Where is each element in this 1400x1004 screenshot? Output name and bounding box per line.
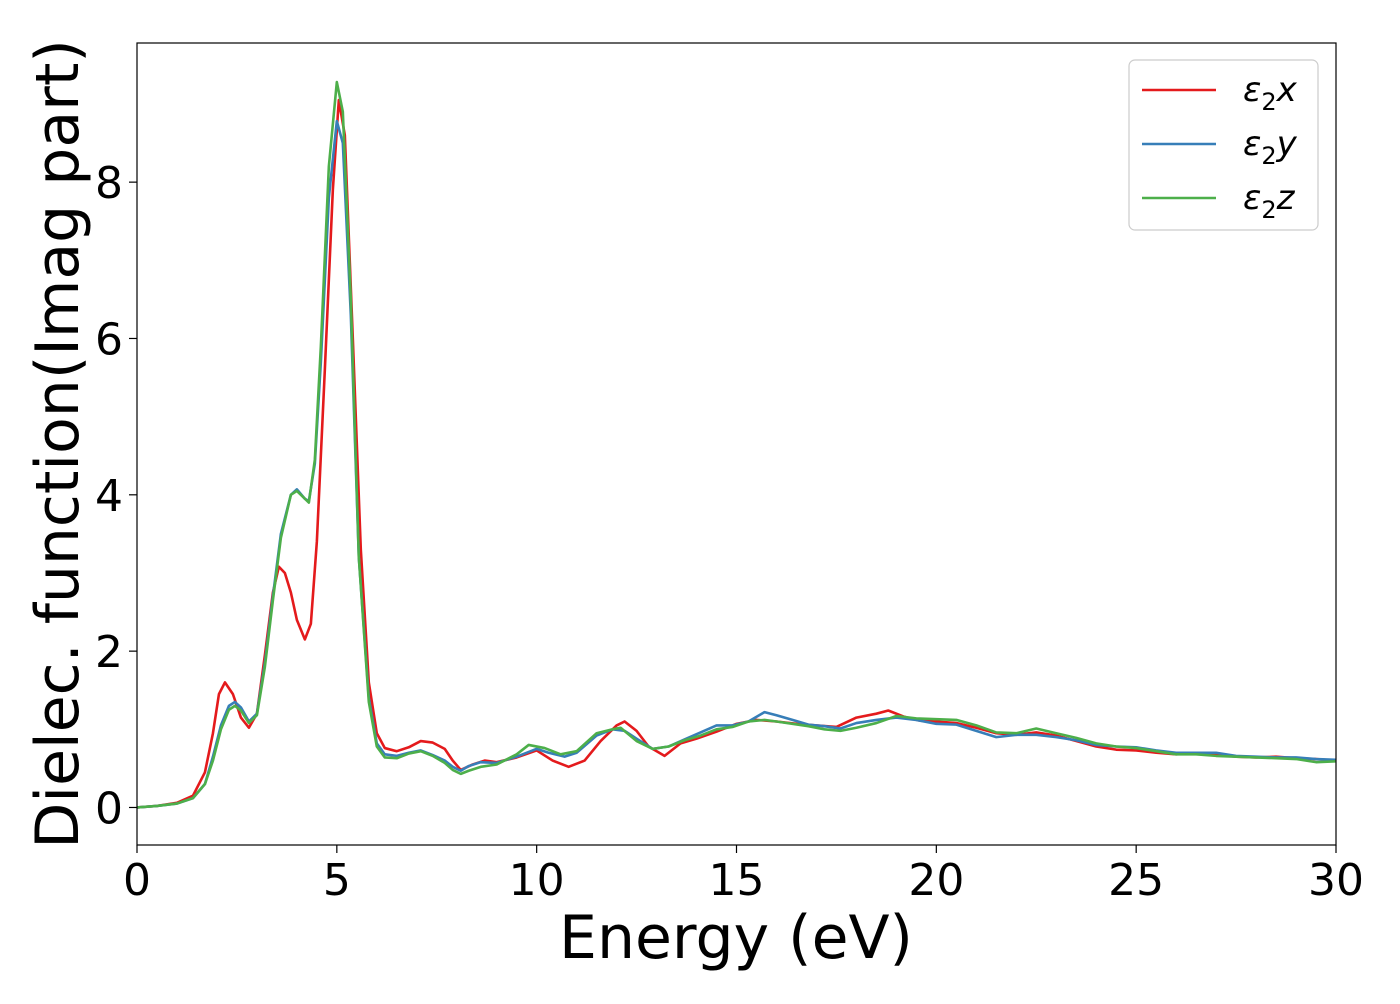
y-tick-label: 8 [95, 158, 123, 209]
y-tick-label: 6 [95, 314, 123, 365]
legend-label-z: ε2z [1243, 178, 1296, 224]
y-axis-label: Dielec. function(Imag part) [23, 39, 93, 849]
x-tick-label: 5 [323, 855, 351, 906]
x-axis-label: Energy (eV) [559, 903, 913, 973]
legend: ε2x ε2y ε2z [1128, 59, 1319, 231]
series-line-x [137, 98, 1336, 809]
legend-label-x: ε2x [1243, 70, 1298, 116]
x-tick-label: 20 [908, 855, 964, 906]
y-axis-ticks: 0 2 4 6 8 [95, 158, 137, 834]
x-tick-label: 0 [123, 855, 151, 906]
y-tick-label: 2 [95, 627, 123, 678]
series-line-z [137, 80, 1336, 809]
x-tick-label: 25 [1108, 855, 1164, 906]
series-layer [137, 80, 1336, 809]
y-tick-label: 0 [95, 783, 123, 834]
y-tick-label: 4 [95, 471, 123, 522]
x-axis-ticks: 0 5 10 15 20 25 30 [123, 845, 1364, 906]
legend-box [1128, 59, 1319, 231]
x-tick-label: 10 [509, 855, 565, 906]
x-tick-label: 30 [1308, 855, 1364, 906]
x-tick-label: 15 [709, 855, 765, 906]
legend-label-y: ε2y [1243, 124, 1298, 170]
